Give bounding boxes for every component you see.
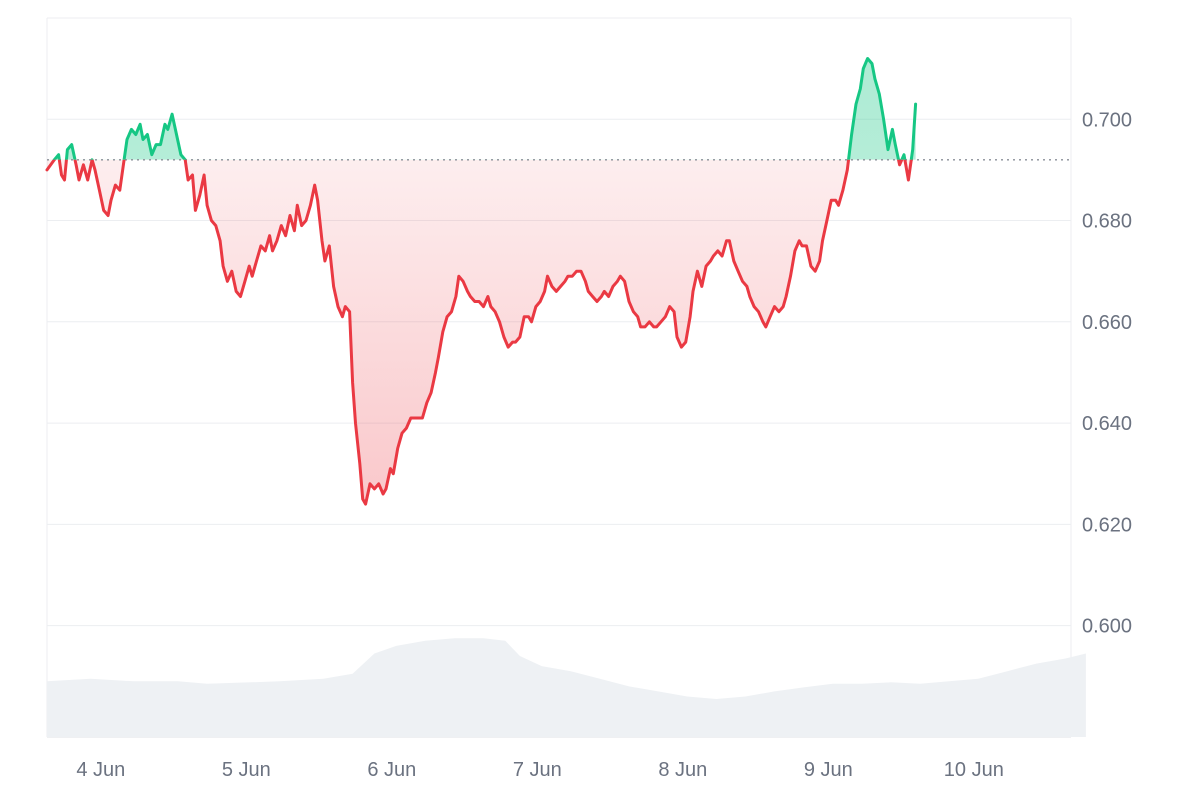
price-fill-above — [54, 58, 916, 160]
y-tick-label: 0.680 — [1082, 211, 1132, 233]
y-tick-label: 0.620 — [1082, 514, 1132, 536]
x-tick-label: 6 Jun — [367, 759, 416, 781]
x-tick-label: 10 Jun — [944, 759, 1004, 781]
y-tick-label: 0.660 — [1082, 312, 1132, 334]
x-tick-label: 7 Jun — [513, 759, 562, 781]
price-fill — [47, 58, 916, 505]
x-tick-label: 9 Jun — [804, 759, 853, 781]
volume-area — [47, 638, 1086, 737]
y-tick-label: 0.640 — [1082, 413, 1132, 435]
price-line-down — [45, 159, 913, 506]
x-tick-label: 5 Jun — [222, 759, 271, 781]
x-tick-label: 8 Jun — [658, 759, 707, 781]
x-tick-label: 4 Jun — [76, 759, 125, 781]
plot-frame — [46, 17, 1072, 738]
price-fill-below — [47, 159, 916, 505]
y-axis-ticks: 0.600 0.620 0.640 0.660 0.680 0.700 — [1082, 109, 1132, 637]
y-tick-label: 0.700 — [1082, 109, 1132, 131]
x-axis-ticks: 4 Jun 5 Jun 6 Jun 7 Jun 8 Jun 9 Jun 10 Jun — [76, 759, 1004, 781]
y-tick-label: 0.600 — [1082, 616, 1132, 638]
volume-area-path — [47, 638, 1086, 737]
price-line — [45, 57, 918, 506]
